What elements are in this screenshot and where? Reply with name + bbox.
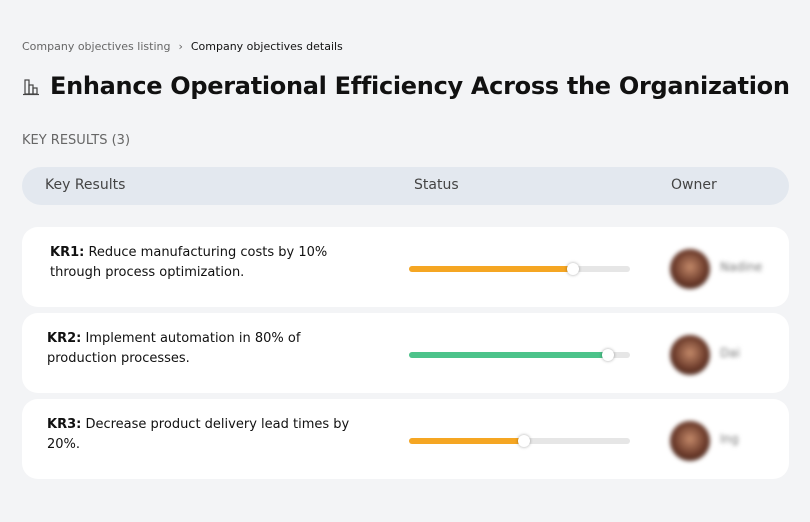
breadcrumb: Company objectives listing › Company obj… [22,40,343,53]
owner-name: Nadine [720,260,763,274]
table-header: Key Results Status Owner [22,167,789,205]
key-result-text: KR1: Reduce manufacturing costs by 10% t… [50,243,370,283]
progress-knob[interactable] [517,435,530,447]
progress-bar [409,435,630,447]
key-result-description: Implement automation in 80% of productio… [47,331,301,366]
header-status: Status [414,177,459,193]
key-result-text: KR3: Decrease product delivery lead time… [47,415,367,455]
key-result-label: KR1: [50,245,85,260]
key-result-text: KR2: Implement automation in 80% of prod… [47,329,367,369]
avatar [670,335,710,375]
key-result-label: KR2: [47,331,82,346]
header-owner: Owner [671,177,717,193]
progress-knob[interactable] [601,349,614,361]
avatar [670,421,710,461]
progress-fill [409,438,524,444]
progress-fill [409,266,573,272]
owner-name: Ing [720,432,739,446]
progress-knob[interactable] [566,263,579,275]
avatar [670,249,710,289]
breadcrumb-parent-link[interactable]: Company objectives listing [22,40,171,53]
key-result-description: Decrease product delivery lead times by … [47,417,350,452]
progress-bar [409,263,630,275]
table-row[interactable]: KR2: Implement automation in 80% of prod… [22,313,789,393]
table-row[interactable]: KR1: Reduce manufacturing costs by 10% t… [22,227,789,307]
key-result-label: KR3: [47,417,82,432]
key-result-description: Reduce manufacturing costs by 10% throug… [50,245,328,280]
page-title: Enhance Operational Efficiency Across th… [50,72,790,100]
page-title-row: Enhance Operational Efficiency Across th… [22,72,790,100]
progress-fill [409,352,608,358]
progress-bar [409,349,630,361]
owner-name: Dai [720,346,740,360]
chevron-right-icon: › [178,40,183,53]
header-key-results: Key Results [45,177,126,193]
table-row[interactable]: KR3: Decrease product delivery lead time… [22,399,789,479]
key-results-count: KEY RESULTS (3) [22,133,131,148]
buildings-icon [23,79,39,96]
breadcrumb-current: Company objectives details [190,40,343,53]
